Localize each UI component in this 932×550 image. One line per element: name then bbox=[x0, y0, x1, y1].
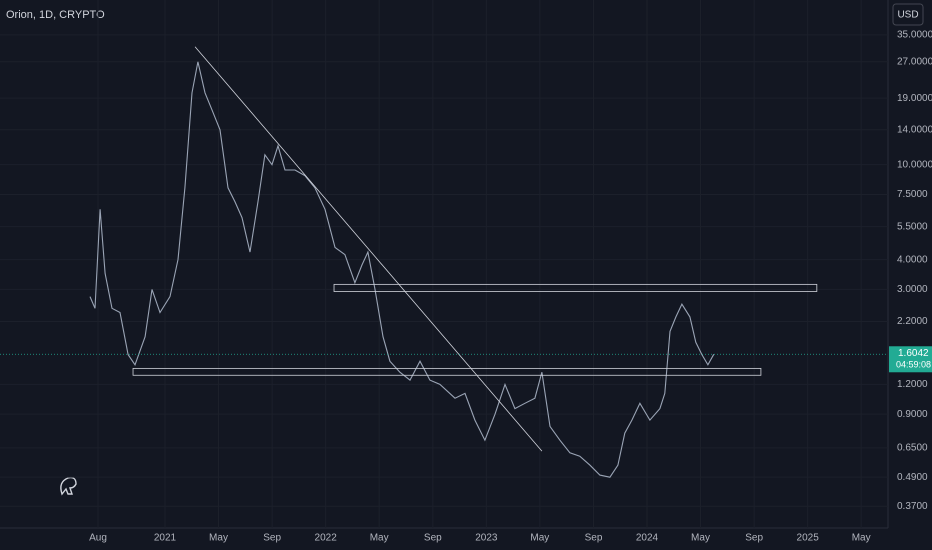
logo bbox=[60, 476, 77, 496]
zone bbox=[333, 283, 818, 292]
price-line bbox=[89, 61, 715, 478]
y-tick-label: 10.0000 bbox=[897, 159, 932, 170]
x-tick-label: 2025 bbox=[797, 533, 820, 544]
zone bbox=[132, 367, 762, 376]
y-tick-label: 3.0000 bbox=[897, 284, 928, 295]
x-tick-label: May bbox=[691, 533, 710, 544]
y-tick-label: 7.5000 bbox=[897, 189, 928, 200]
y-tick-label: 14.0000 bbox=[897, 124, 932, 135]
x-tick-label: Sep bbox=[263, 533, 281, 544]
x-tick-label: 2021 bbox=[154, 533, 177, 544]
marks bbox=[0, 46, 888, 478]
y-tick-label: 0.4900 bbox=[897, 472, 928, 483]
trendline bbox=[194, 46, 543, 452]
x-tick-label: May bbox=[852, 533, 871, 544]
y-tick-label: 2.2000 bbox=[897, 316, 928, 327]
x-tick-label: May bbox=[530, 533, 549, 544]
y-tick-label: 4.0000 bbox=[897, 254, 928, 265]
x-tick-label: Sep bbox=[585, 533, 603, 544]
y-tick-label: 19.0000 bbox=[897, 93, 932, 104]
currency[interactable]: USD bbox=[897, 10, 918, 21]
y-tick-label: 27.0000 bbox=[897, 56, 932, 67]
currency-button[interactable] bbox=[892, 3, 924, 26]
x-tick-label: Aug bbox=[89, 533, 107, 544]
y-tick-label: 0.3700 bbox=[897, 501, 928, 512]
grid bbox=[0, 0, 888, 528]
y-tick-label: 5.5000 bbox=[897, 221, 928, 232]
y-tick-label: 1.2000 bbox=[897, 379, 928, 390]
x-tick-label: Sep bbox=[424, 533, 442, 544]
last-price-box bbox=[889, 346, 932, 373]
x-tick-label: May bbox=[209, 533, 228, 544]
last-price-label: 1.6042 bbox=[898, 348, 929, 359]
countdown-label: 04:59:08 bbox=[896, 360, 931, 370]
x-tick-label: 2022 bbox=[315, 533, 338, 544]
chart-title: Orion, 1D, CRYPTO bbox=[6, 9, 105, 21]
y-tick-label: 0.6500 bbox=[897, 443, 928, 454]
x-tick-label: Sep bbox=[745, 533, 763, 544]
x-tick-label: 2024 bbox=[636, 533, 659, 544]
y-tick-label: 35.0000 bbox=[897, 30, 932, 41]
x-tick-label: 2023 bbox=[475, 533, 498, 544]
y-tick-label: 0.9000 bbox=[897, 409, 928, 420]
x-tick-label: May bbox=[370, 533, 389, 544]
